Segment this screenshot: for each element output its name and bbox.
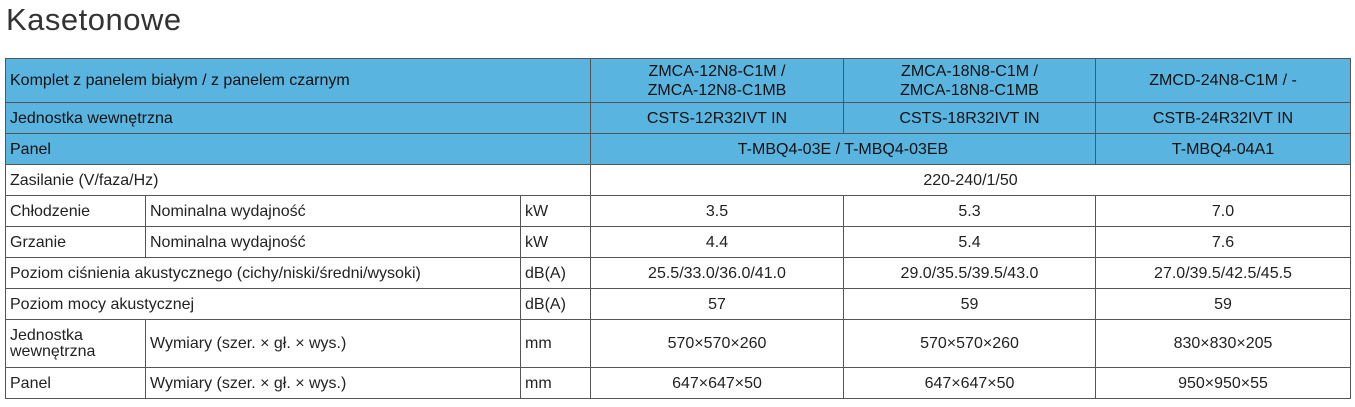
header-cell: CSTB-24R32IVT IN	[1095, 102, 1351, 134]
unit: kW	[520, 226, 591, 258]
header-cell: ZMCA-18N8-C1M / ZMCA-18N8-C1MB	[843, 58, 1096, 103]
header-row: Jednostka wewnętrzna CSTS-12R32IVT IN CS…	[5, 102, 1351, 134]
header-row: Komplet z panelem białym / z panelem cza…	[5, 58, 1351, 103]
cell: 4.4	[590, 226, 844, 258]
cell: 59	[843, 288, 1096, 320]
row: Poziom ciśnienia akustycznego (cichy/nis…	[5, 257, 1351, 289]
row-label: Poziom mocy akustycznej	[5, 288, 521, 320]
cell: 27.0/39.5/42.5/45.5	[1095, 257, 1351, 289]
row-label: Zasilanie (V/faza/Hz)	[5, 164, 591, 196]
cell: 59	[1095, 288, 1351, 320]
header-cell: CSTS-18R32IVT IN	[843, 102, 1096, 134]
cell: 25.5/33.0/36.0/41.0	[590, 257, 844, 289]
cell: 950×950×55	[1095, 367, 1351, 399]
header-cell: T-MBQ4-03E / T-MBQ4-03EB	[590, 133, 1096, 165]
unit: mm	[520, 367, 591, 399]
cell: 570×570×260	[843, 319, 1096, 368]
row: Zasilanie (V/faza/Hz) 220-240/1/50	[5, 164, 1351, 196]
row-sublabel: Nominalna wydajność	[145, 226, 521, 258]
row: Chłodzenie Nominalna wydajność kW 3.5 5.…	[5, 195, 1351, 227]
cell: 7.6	[1095, 226, 1351, 258]
unit: mm	[520, 319, 591, 368]
cell: 220-240/1/50	[590, 164, 1351, 196]
header-cell: CSTS-12R32IVT IN	[590, 102, 844, 134]
cell: 647×647×50	[843, 367, 1096, 399]
cell: 57	[590, 288, 844, 320]
cell: 7.0	[1095, 195, 1351, 227]
spec-table: Komplet z panelem białym / z panelem cza…	[5, 58, 1351, 399]
header-cell: ZMCA-12N8-C1M / ZMCA-12N8-C1MB	[590, 58, 844, 103]
row: Panel Wymiary (szer. × gł. × wys.) mm 64…	[5, 367, 1351, 399]
cell: 29.0/35.5/39.5/43.0	[843, 257, 1096, 289]
cell: 5.4	[843, 226, 1096, 258]
row-label: Chłodzenie	[5, 195, 146, 227]
unit: dB(A)	[520, 288, 591, 320]
row: Grzanie Nominalna wydajność kW 4.4 5.4 7…	[5, 226, 1351, 258]
header-label: Panel	[5, 133, 591, 165]
header-cell: ZMCD-24N8-C1M / -	[1095, 58, 1351, 103]
title: Kasetonowe	[6, 2, 182, 37]
unit: dB(A)	[520, 257, 591, 289]
cell: 3.5	[590, 195, 844, 227]
row-sublabel: Nominalna wydajność	[145, 195, 521, 227]
row-sublabel: Wymiary (szer. × gł. × wys.)	[145, 367, 521, 399]
header-row: Panel T-MBQ4-03E / T-MBQ4-03EB T-MBQ4-04…	[5, 133, 1351, 165]
row: Jednostka wewnętrzna Wymiary (szer. × gł…	[5, 319, 1351, 368]
row-label: Poziom ciśnienia akustycznego (cichy/nis…	[5, 257, 521, 289]
unit: kW	[520, 195, 591, 227]
cell: 830×830×205	[1095, 319, 1351, 368]
cell: 570×570×260	[590, 319, 844, 368]
cell: 647×647×50	[590, 367, 844, 399]
header-label: Komplet z panelem białym / z panelem cza…	[5, 58, 591, 103]
header-cell: T-MBQ4-04A1	[1095, 133, 1351, 165]
header-label: Jednostka wewnętrzna	[5, 102, 591, 134]
row-label: Grzanie	[5, 226, 146, 258]
cell: 5.3	[843, 195, 1096, 227]
row: Poziom mocy akustycznej dB(A) 57 59 59	[5, 288, 1351, 320]
row-label: Panel	[5, 367, 146, 399]
row-sublabel: Wymiary (szer. × gł. × wys.)	[145, 319, 521, 368]
row-label: Jednostka wewnętrzna	[5, 319, 146, 368]
